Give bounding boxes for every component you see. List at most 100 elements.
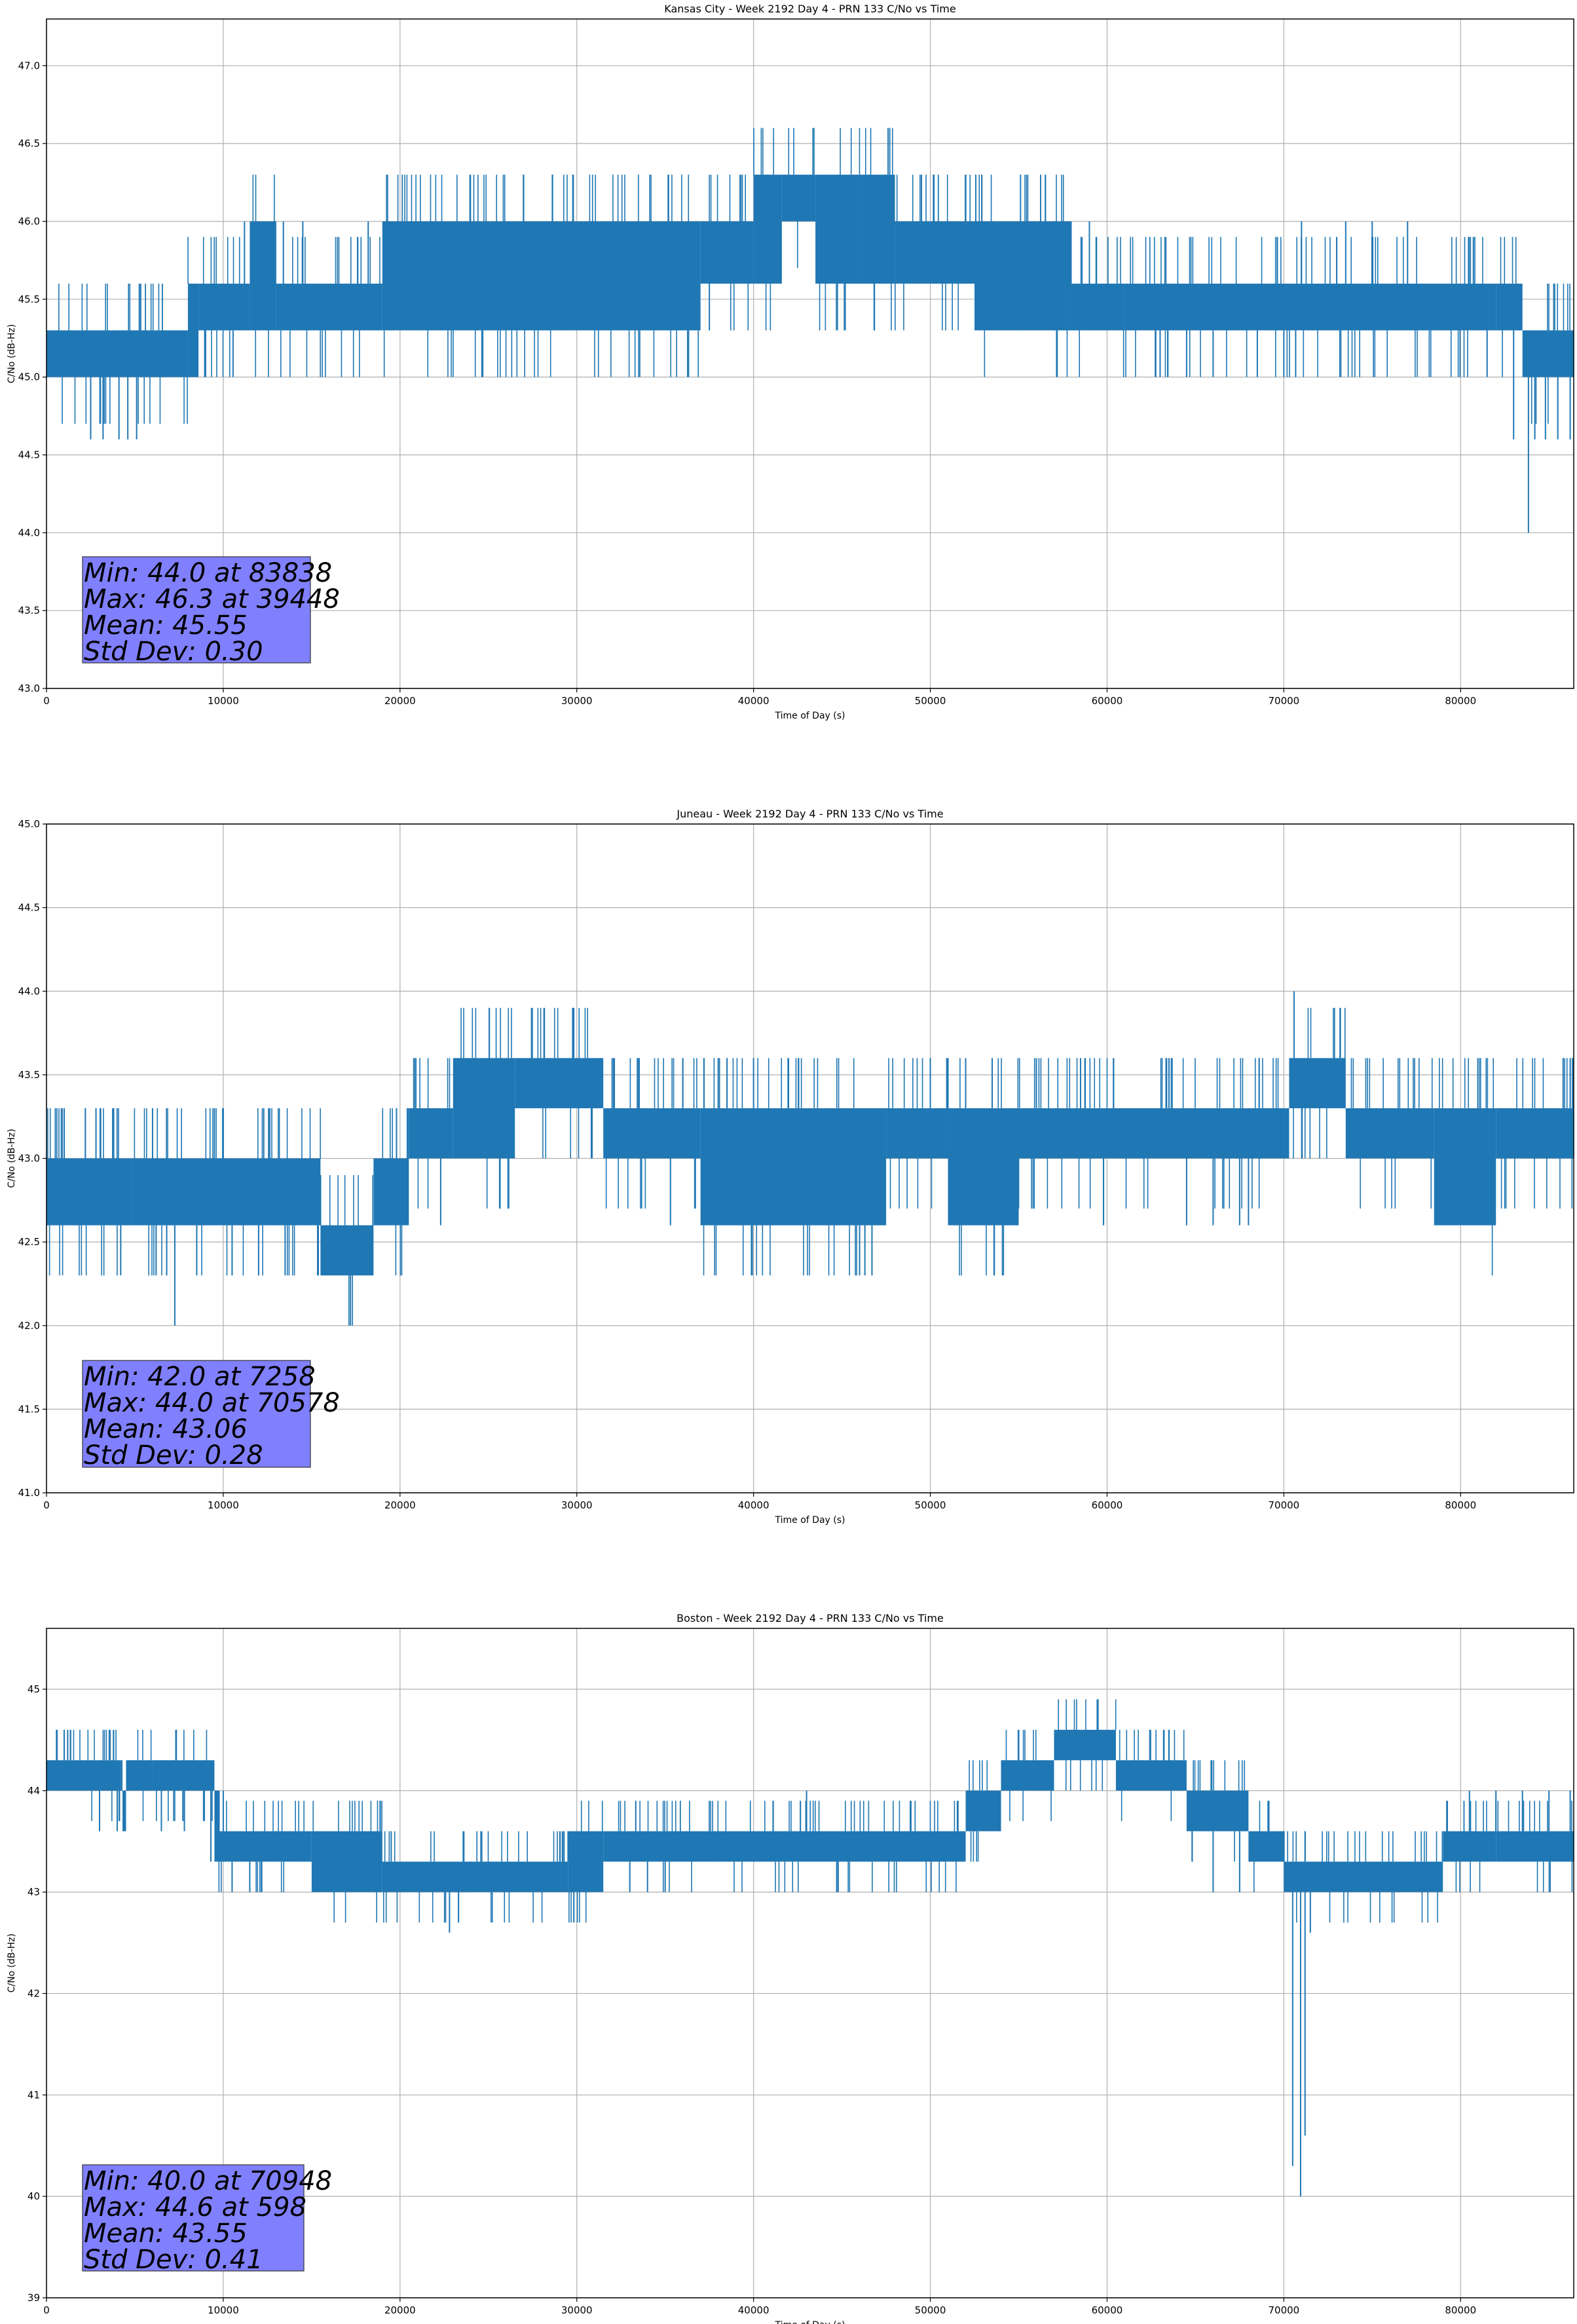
y-tick-label: 45.0 xyxy=(18,371,40,383)
stats-line: Max: 46.3 at 39448 xyxy=(84,584,340,614)
y-tick-label: 45 xyxy=(28,1683,40,1695)
x-tick-label: 70000 xyxy=(1268,1499,1299,1511)
series-band xyxy=(46,1760,121,1791)
chart-panel-1: 0 10000 20000 30000 40000 50000 60000 70000 8000… xyxy=(7,3,1574,721)
series-band xyxy=(1289,1058,1346,1108)
series-band xyxy=(1496,284,1523,331)
series-band xyxy=(198,284,250,331)
chart-title: Juneau - Week 2192 Day 4 - PRN 133 C/No … xyxy=(676,808,943,820)
y-tick-label: 46.5 xyxy=(18,138,40,149)
y-axis-label: C/No (dB-Hz) xyxy=(7,1129,17,1188)
series-band xyxy=(886,1108,948,1159)
series-band xyxy=(781,174,816,221)
x-axis-label: Time of Day (s) xyxy=(775,1515,845,1526)
series-band xyxy=(603,1831,966,1862)
x-tick-label: 30000 xyxy=(561,695,593,707)
y-tick-label: 45.0 xyxy=(18,818,40,830)
stats-line: Min: 44.0 at 83838 xyxy=(84,558,332,588)
x-tick-label: 0 xyxy=(43,2304,50,2316)
series-band xyxy=(700,1108,887,1226)
series-band xyxy=(126,1760,153,1791)
y-tick-label: 41.5 xyxy=(18,1403,40,1415)
series-band xyxy=(453,1058,515,1159)
stats-line: Min: 42.0 at 7258 xyxy=(84,1362,316,1392)
x-tick-label: 20000 xyxy=(384,695,416,707)
stats-box-background xyxy=(82,556,311,664)
y-tick-label: 40 xyxy=(28,2190,40,2202)
y-tick-label: 42 xyxy=(28,1987,40,1999)
series-band xyxy=(1115,1760,1187,1791)
chart-title: Boston - Week 2192 Day 4 - PRN 133 C/No … xyxy=(677,1612,944,1624)
series-band xyxy=(214,1790,220,1862)
series-line xyxy=(46,128,1574,533)
series-band xyxy=(1186,1790,1249,1831)
series-band xyxy=(320,1225,374,1276)
y-axis-label: C/No (dB-Hz) xyxy=(7,1934,17,1993)
x-tick-label: 20000 xyxy=(384,1499,416,1511)
stats-line: Mean: 43.06 xyxy=(84,1414,248,1444)
x-axis-label: Time of Day (s) xyxy=(775,2320,845,2324)
series-band xyxy=(1345,1108,1434,1159)
y-tick-label: 43.0 xyxy=(18,683,40,694)
x-tick-label: 10000 xyxy=(208,2304,239,2316)
stats-line: Min: 40.0 at 70948 xyxy=(84,2166,332,2196)
y-tick-label: 39 xyxy=(28,2292,40,2304)
x-tick-label: 80000 xyxy=(1445,1499,1476,1511)
series-band xyxy=(1522,330,1574,377)
series-band xyxy=(46,1158,132,1226)
x-tick-label: 30000 xyxy=(561,2304,593,2316)
series-band xyxy=(1434,1108,1496,1226)
x-tick-label: 50000 xyxy=(915,1499,946,1511)
y-tick-label: 43 xyxy=(28,1886,40,1898)
stats-line: Std Dev: 0.30 xyxy=(84,637,263,667)
x-tick-label: 10000 xyxy=(208,695,239,707)
series-band xyxy=(568,1831,604,1892)
y-tick-label: 44.0 xyxy=(18,527,40,538)
y-tick-label: 44 xyxy=(28,1785,40,1797)
x-tick-label: 70000 xyxy=(1268,2304,1299,2316)
stats-line: Mean: 45.55 xyxy=(84,610,248,641)
series-band xyxy=(948,1108,1019,1226)
series-band xyxy=(1284,1862,1443,1892)
y-axis-label: C/No (dB-Hz) xyxy=(7,324,17,383)
series-band xyxy=(1001,1760,1054,1791)
y-tick-label: 42.0 xyxy=(18,1320,40,1332)
x-tick-label: 0 xyxy=(43,695,50,707)
x-tick-label: 80000 xyxy=(1445,2304,1476,2316)
series-band xyxy=(1071,284,1125,331)
stats-line: Max: 44.0 at 70578 xyxy=(84,1388,340,1418)
series-band xyxy=(121,1760,123,1791)
y-tick-label: 46.0 xyxy=(18,216,40,227)
series-band xyxy=(122,1790,126,1831)
x-tick-label: 50000 xyxy=(915,2304,946,2316)
y-tick-label: 42.5 xyxy=(18,1236,40,1248)
series-band xyxy=(815,174,863,284)
series-band xyxy=(895,221,975,284)
x-tick-label: 80000 xyxy=(1445,695,1476,707)
x-tick-label: 10000 xyxy=(208,1499,239,1511)
y-tick-label: 43.0 xyxy=(18,1153,40,1165)
stats-line: Mean: 43.55 xyxy=(84,2219,248,2249)
y-tick-label: 45.5 xyxy=(18,293,40,305)
x-tick-label: 40000 xyxy=(738,695,770,707)
series-band xyxy=(1124,284,1496,331)
stats-line: Std Dev: 0.41 xyxy=(84,2245,263,2275)
y-tick-label: 41 xyxy=(28,2089,40,2101)
series-band xyxy=(700,221,754,284)
series-band xyxy=(311,1831,382,1892)
y-tick-label: 43.5 xyxy=(18,1069,40,1081)
series-band xyxy=(1496,1831,1574,1862)
series-band xyxy=(409,1108,453,1159)
y-tick-label: 47.0 xyxy=(18,60,40,71)
series-band xyxy=(250,221,276,331)
x-axis-label: Time of Day (s) xyxy=(775,711,845,721)
series-line xyxy=(46,1699,1574,2197)
y-tick-label: 44.5 xyxy=(18,449,40,460)
stats-box-background xyxy=(82,2164,305,2272)
x-tick-label: 40000 xyxy=(738,2304,770,2316)
series-band xyxy=(382,221,701,331)
stats-line: Max: 44.6 at 598 xyxy=(84,2192,306,2222)
